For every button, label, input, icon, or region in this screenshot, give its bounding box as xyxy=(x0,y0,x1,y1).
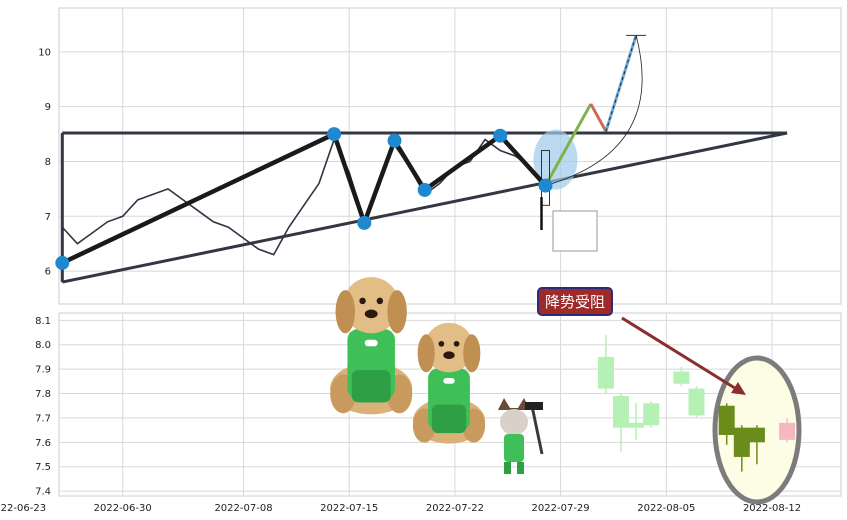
projection-dash xyxy=(605,35,637,132)
bottom-y-tick-label: 8.0 xyxy=(35,340,51,351)
bottom-y-tick-label: 8.1 xyxy=(35,316,51,327)
bottom-y-tick-label: 7.4 xyxy=(35,487,51,498)
bottom-y-tick-label: 7.8 xyxy=(35,389,51,400)
candle-body xyxy=(643,403,660,426)
candle-body xyxy=(718,405,735,435)
pattern-point xyxy=(55,255,70,270)
character-hammer-handle xyxy=(530,405,544,455)
candle-body xyxy=(733,427,750,457)
bottom-x-ticks: 2022-06-23 2022-06-30 2022-07-08 2022-07-15… xyxy=(0,503,801,514)
top-y-ticks: 6 7 8 9 10 xyxy=(38,47,51,277)
top-grid xyxy=(59,8,841,304)
zigzag-up xyxy=(544,103,593,187)
dog-head xyxy=(424,322,474,373)
x-tick-label: 2022-06-23 xyxy=(0,503,46,514)
dog-eye xyxy=(453,340,460,347)
character-body xyxy=(504,434,524,462)
x-tick-label: 2022-08-12 xyxy=(743,503,801,514)
candle-body xyxy=(748,427,765,443)
pattern-point xyxy=(357,215,372,230)
dog-ear xyxy=(335,290,355,334)
dog-eye xyxy=(376,297,384,305)
candle-body xyxy=(673,371,690,384)
dog-head xyxy=(343,277,400,334)
bottom-y-ticks: 7.4 7.5 7.6 7.7 7.8 7.9 8.0 8.1 xyxy=(35,316,51,498)
top-y-tick-label: 6 xyxy=(45,267,51,278)
mini-thumbnail xyxy=(552,210,598,252)
breakout-highlight xyxy=(533,129,578,190)
price-pattern-panel: 6 7 8 9 10 xyxy=(38,7,842,305)
pattern-point xyxy=(493,128,508,143)
character-leg xyxy=(517,462,524,474)
support-line xyxy=(61,131,788,284)
x-tick-label: 2022-07-22 xyxy=(426,503,484,514)
dog-ear xyxy=(463,334,481,373)
top-overlay xyxy=(55,34,788,284)
annotation-label: 降势受阻 xyxy=(545,293,605,311)
pattern-point xyxy=(387,133,402,148)
top-y-tick-label: 8 xyxy=(45,157,51,168)
dog-nose xyxy=(443,351,455,359)
dog-pocket xyxy=(431,404,467,434)
pattern-point xyxy=(327,127,342,142)
annotation-label-box xyxy=(537,287,613,316)
dog-eye xyxy=(438,340,445,347)
mascot-dog-small xyxy=(412,322,486,444)
bottom-overlay xyxy=(597,316,802,505)
dog-ear xyxy=(387,290,407,334)
x-tick-label: 2022-06-30 xyxy=(94,503,152,514)
bottom-y-tick-label: 7.5 xyxy=(35,462,51,473)
candle-body xyxy=(597,356,614,389)
projection-arc xyxy=(545,35,643,186)
x-tick-label: 2022-07-15 xyxy=(320,503,378,514)
bottom-y-tick-label: 7.7 xyxy=(35,413,51,424)
mascot-character xyxy=(498,398,544,474)
character-hammer-head xyxy=(525,402,543,410)
top-y-tick-label: 10 xyxy=(38,47,51,58)
character-leg xyxy=(504,462,511,474)
pattern-point xyxy=(417,182,432,197)
pattern-annotation: 降势受阻 xyxy=(537,287,613,316)
x-tick-label: 2022-07-08 xyxy=(214,503,272,514)
mascot-illustrations xyxy=(330,277,544,474)
top-y-tick-label: 9 xyxy=(45,102,51,113)
character-head xyxy=(500,409,528,435)
candle-body xyxy=(779,422,796,440)
candle-body xyxy=(613,395,629,428)
candle-body xyxy=(628,422,645,428)
top-y-tick-label: 7 xyxy=(45,212,51,223)
pattern-point xyxy=(538,178,553,193)
annotation-arrowhead xyxy=(731,382,746,395)
dog-pocket xyxy=(351,370,391,403)
x-tick-label: 2022-08-05 xyxy=(637,503,695,514)
x-tick-label: 2022-07-29 xyxy=(532,503,590,514)
bottom-y-tick-label: 7.6 xyxy=(35,438,51,449)
dog-ear xyxy=(417,334,435,373)
dog-bone-badge xyxy=(443,378,455,384)
annotation-arrow xyxy=(621,316,739,392)
dog-nose xyxy=(364,309,378,319)
bottom-y-tick-label: 7.9 xyxy=(35,365,51,376)
character-ears xyxy=(498,398,530,410)
dog-eye xyxy=(359,297,366,305)
dog-bone-badge xyxy=(364,339,378,347)
mascot-dog-large xyxy=(330,277,413,415)
candle-body xyxy=(688,388,705,416)
zigzag-down xyxy=(589,103,608,133)
